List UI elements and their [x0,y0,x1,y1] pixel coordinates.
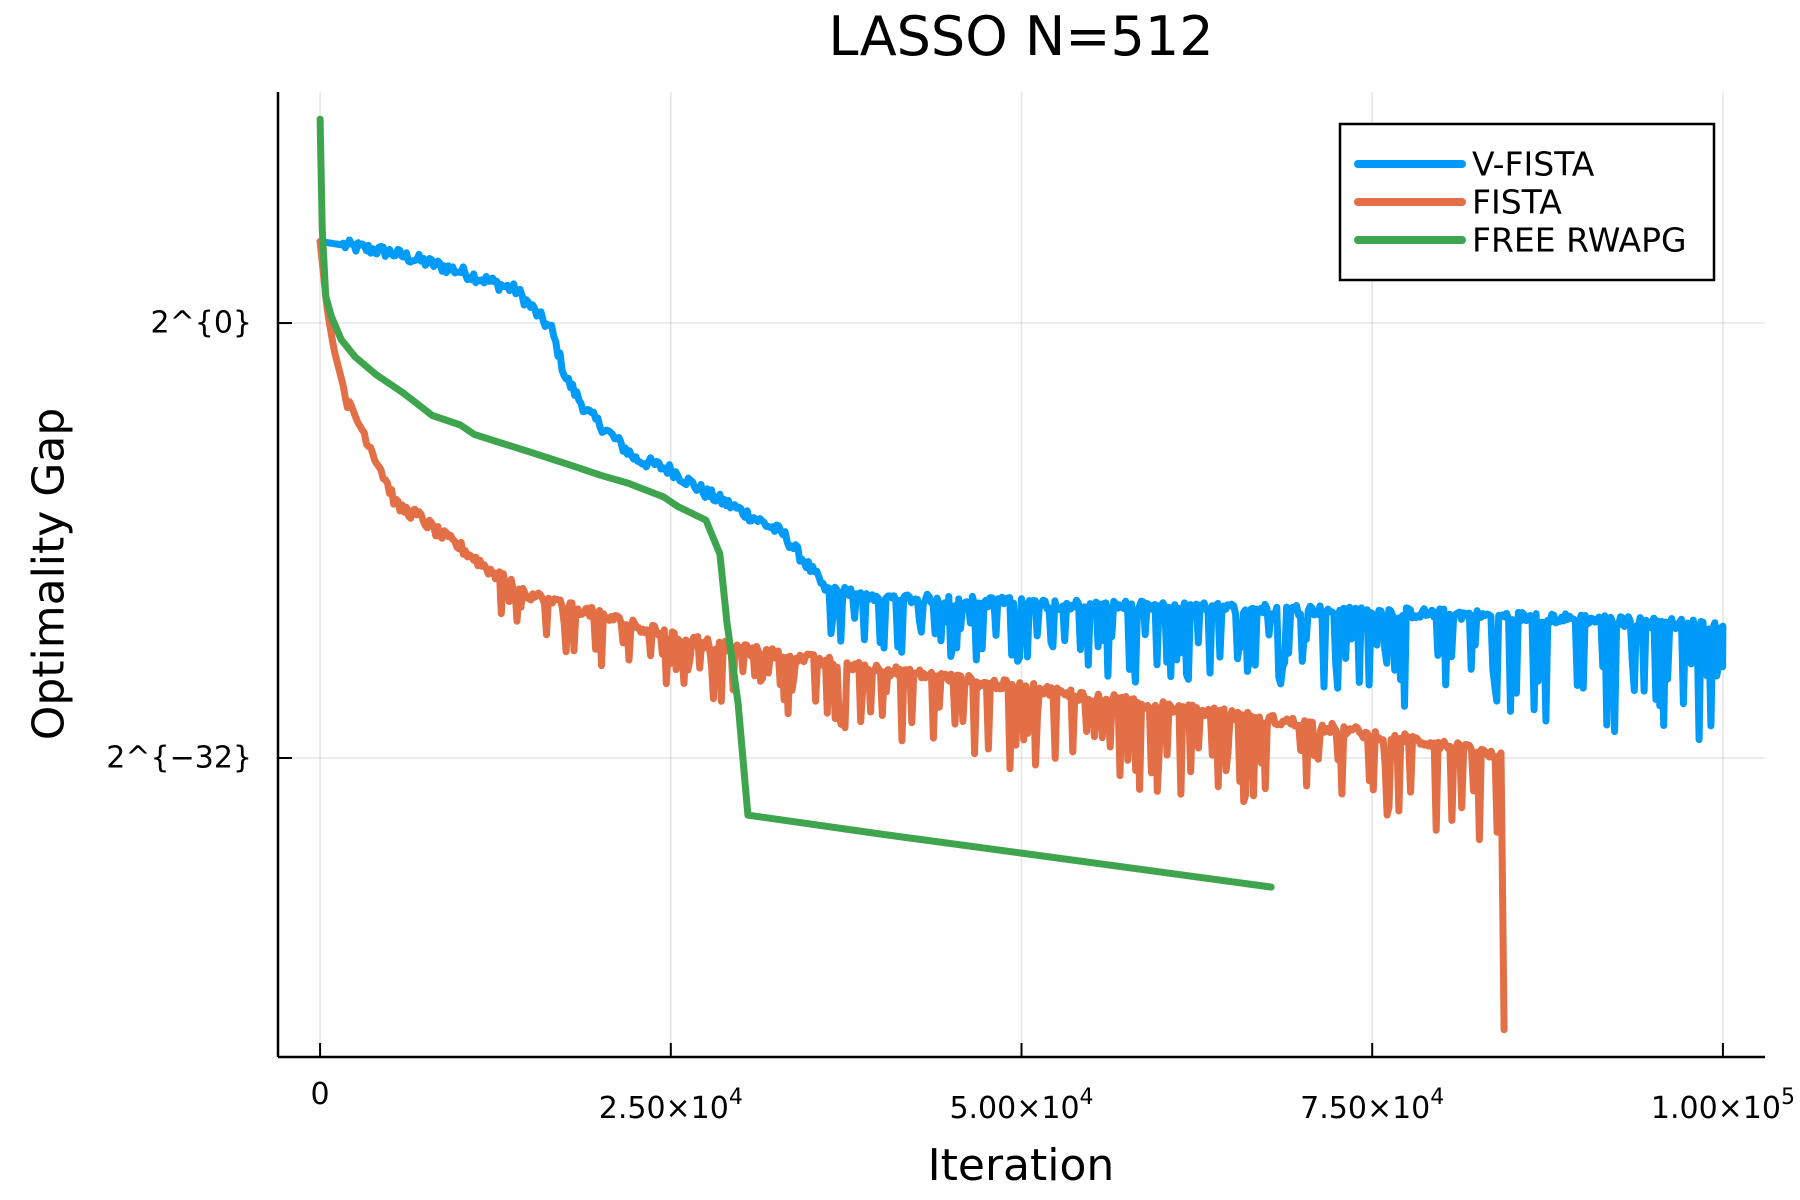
series-line-fista [316,238,1508,1034]
x-tick-label: 1.00×105 [1651,1085,1795,1126]
legend-label: V-FISTA [1472,145,1595,184]
chart-title: LASSO N=512 [828,5,1213,68]
series-layer [316,115,1727,1034]
axes [276,92,1765,1059]
tick-labels: 0 2.50×104 5.00×104 7.50×104 1.00×105 2^{0} 2^… [106,306,1795,1126]
x-tick-label: 2.50×104 [599,1085,743,1126]
x-tick-label: 5.00×104 [949,1085,1093,1126]
x-tick-label: 7.50×104 [1300,1085,1444,1126]
legend-label: FISTA [1472,183,1562,222]
y-axis-label: Optimality Gap [23,408,74,741]
y-tick-label: 2^{0} [151,306,252,341]
series-line-v-fista [316,236,1727,744]
y-tick-label: 2^{−32} [106,740,252,775]
x-tick-label: 0 [311,1077,330,1112]
legend-label: FREE RWAPG [1472,221,1687,260]
x-axis-label: Iteration [928,1140,1115,1191]
series-line-free-rwapg [316,115,1275,891]
